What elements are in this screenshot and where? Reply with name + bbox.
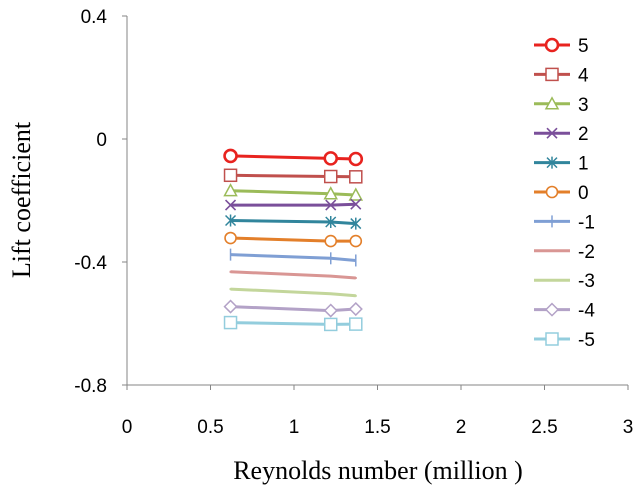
data-point [223, 148, 238, 164]
data-point [223, 183, 238, 197]
x-tick-label: 3 [623, 417, 634, 438]
legend-label: -3 [578, 271, 595, 292]
data-point [545, 67, 559, 82]
series-line [230, 189, 356, 197]
series--2 [229, 270, 357, 280]
legend-item: 1 [534, 154, 589, 175]
series-line [230, 270, 356, 280]
y-tick-label: -0.4 [74, 253, 107, 274]
data-point [544, 302, 560, 317]
series-5 [223, 148, 364, 167]
legend-item: 3 [534, 95, 589, 116]
series-line [230, 287, 356, 298]
data-point [354, 294, 357, 297]
data-point [223, 299, 238, 314]
y-tick-label: -0.8 [74, 376, 107, 397]
legend-label: 4 [578, 65, 589, 86]
data-point [350, 217, 362, 230]
data-point [551, 249, 553, 252]
series--1 [229, 248, 357, 267]
data-point [329, 275, 332, 278]
data-point [349, 317, 363, 331]
plot-series [223, 148, 364, 332]
data-point [546, 156, 558, 169]
data-point [325, 199, 337, 211]
series-1 [225, 214, 362, 230]
data-point [223, 168, 238, 183]
series-line [230, 219, 356, 226]
x-tick-label: 1.5 [364, 417, 390, 438]
legend-label: 0 [578, 183, 589, 204]
x-axis-title: Reynolds number (million ) [233, 456, 523, 485]
data-point [229, 270, 232, 273]
legend-label: 3 [578, 95, 589, 116]
data-point [354, 276, 357, 279]
data-point [225, 214, 237, 227]
data-point [223, 315, 238, 330]
legend-label: 5 [578, 36, 589, 57]
data-point [544, 37, 560, 53]
data-point [348, 151, 364, 167]
data-point [325, 216, 337, 229]
data-point [229, 288, 232, 291]
legend-item: -4 [534, 301, 595, 322]
data-point [323, 186, 339, 200]
series-line [230, 253, 356, 262]
legend-label: -2 [578, 242, 595, 263]
x-tick-label: 0.5 [197, 417, 223, 438]
data-point [544, 96, 560, 110]
legend-label: -4 [578, 301, 595, 322]
series--4 [223, 299, 363, 318]
legend-item: -3 [534, 271, 595, 292]
legend-item: 4 [534, 65, 589, 86]
series--5 [223, 315, 363, 332]
legend-label: -1 [578, 212, 595, 233]
series-line [230, 202, 356, 207]
data-point [224, 199, 237, 211]
x-tick-label: 1 [289, 417, 300, 438]
data-point [546, 127, 558, 139]
y-axis-title: Lift coefficient [7, 121, 36, 278]
legend-label: -5 [578, 330, 595, 351]
x-tick-label: 2 [456, 417, 467, 438]
series-4 [223, 168, 363, 184]
series-2 [224, 198, 362, 211]
y-tick-label: 0.4 [81, 7, 108, 28]
legend-item: -2 [534, 242, 595, 263]
data-point [324, 234, 338, 248]
legend-label: 1 [578, 154, 589, 175]
legend-item: 2 [534, 124, 589, 145]
legend-label: 2 [578, 124, 589, 145]
data-point [348, 187, 364, 201]
data-point [323, 317, 338, 332]
legend-item: -5 [534, 330, 595, 351]
axes: 0.4 0 -0.4 -0.8 0 0.5 1 1.5 2 2.5 3 [74, 7, 633, 438]
x-tick-label: 2.5 [531, 417, 557, 438]
data-point [350, 198, 362, 210]
legend-item: -1 [534, 212, 595, 233]
y-tick-label: 0 [96, 130, 107, 151]
data-point [323, 169, 338, 184]
legend: 5 4 3 2 1 0 -1 -2 -3 -4 -5 [534, 36, 595, 351]
legend-item: 0 [534, 183, 589, 204]
data-point [224, 231, 237, 245]
x-tick-label: 0 [122, 417, 133, 438]
data-point [323, 151, 339, 166]
data-point [323, 303, 338, 318]
data-point [349, 234, 363, 248]
data-point [551, 279, 553, 282]
legend-item: 5 [534, 36, 589, 57]
data-point [348, 301, 363, 317]
data-point [545, 185, 559, 199]
series--3 [229, 287, 357, 298]
data-point [545, 332, 559, 346]
data-point [329, 292, 332, 295]
series-0 [224, 231, 363, 248]
data-point [349, 170, 363, 184]
series-3 [223, 183, 364, 201]
